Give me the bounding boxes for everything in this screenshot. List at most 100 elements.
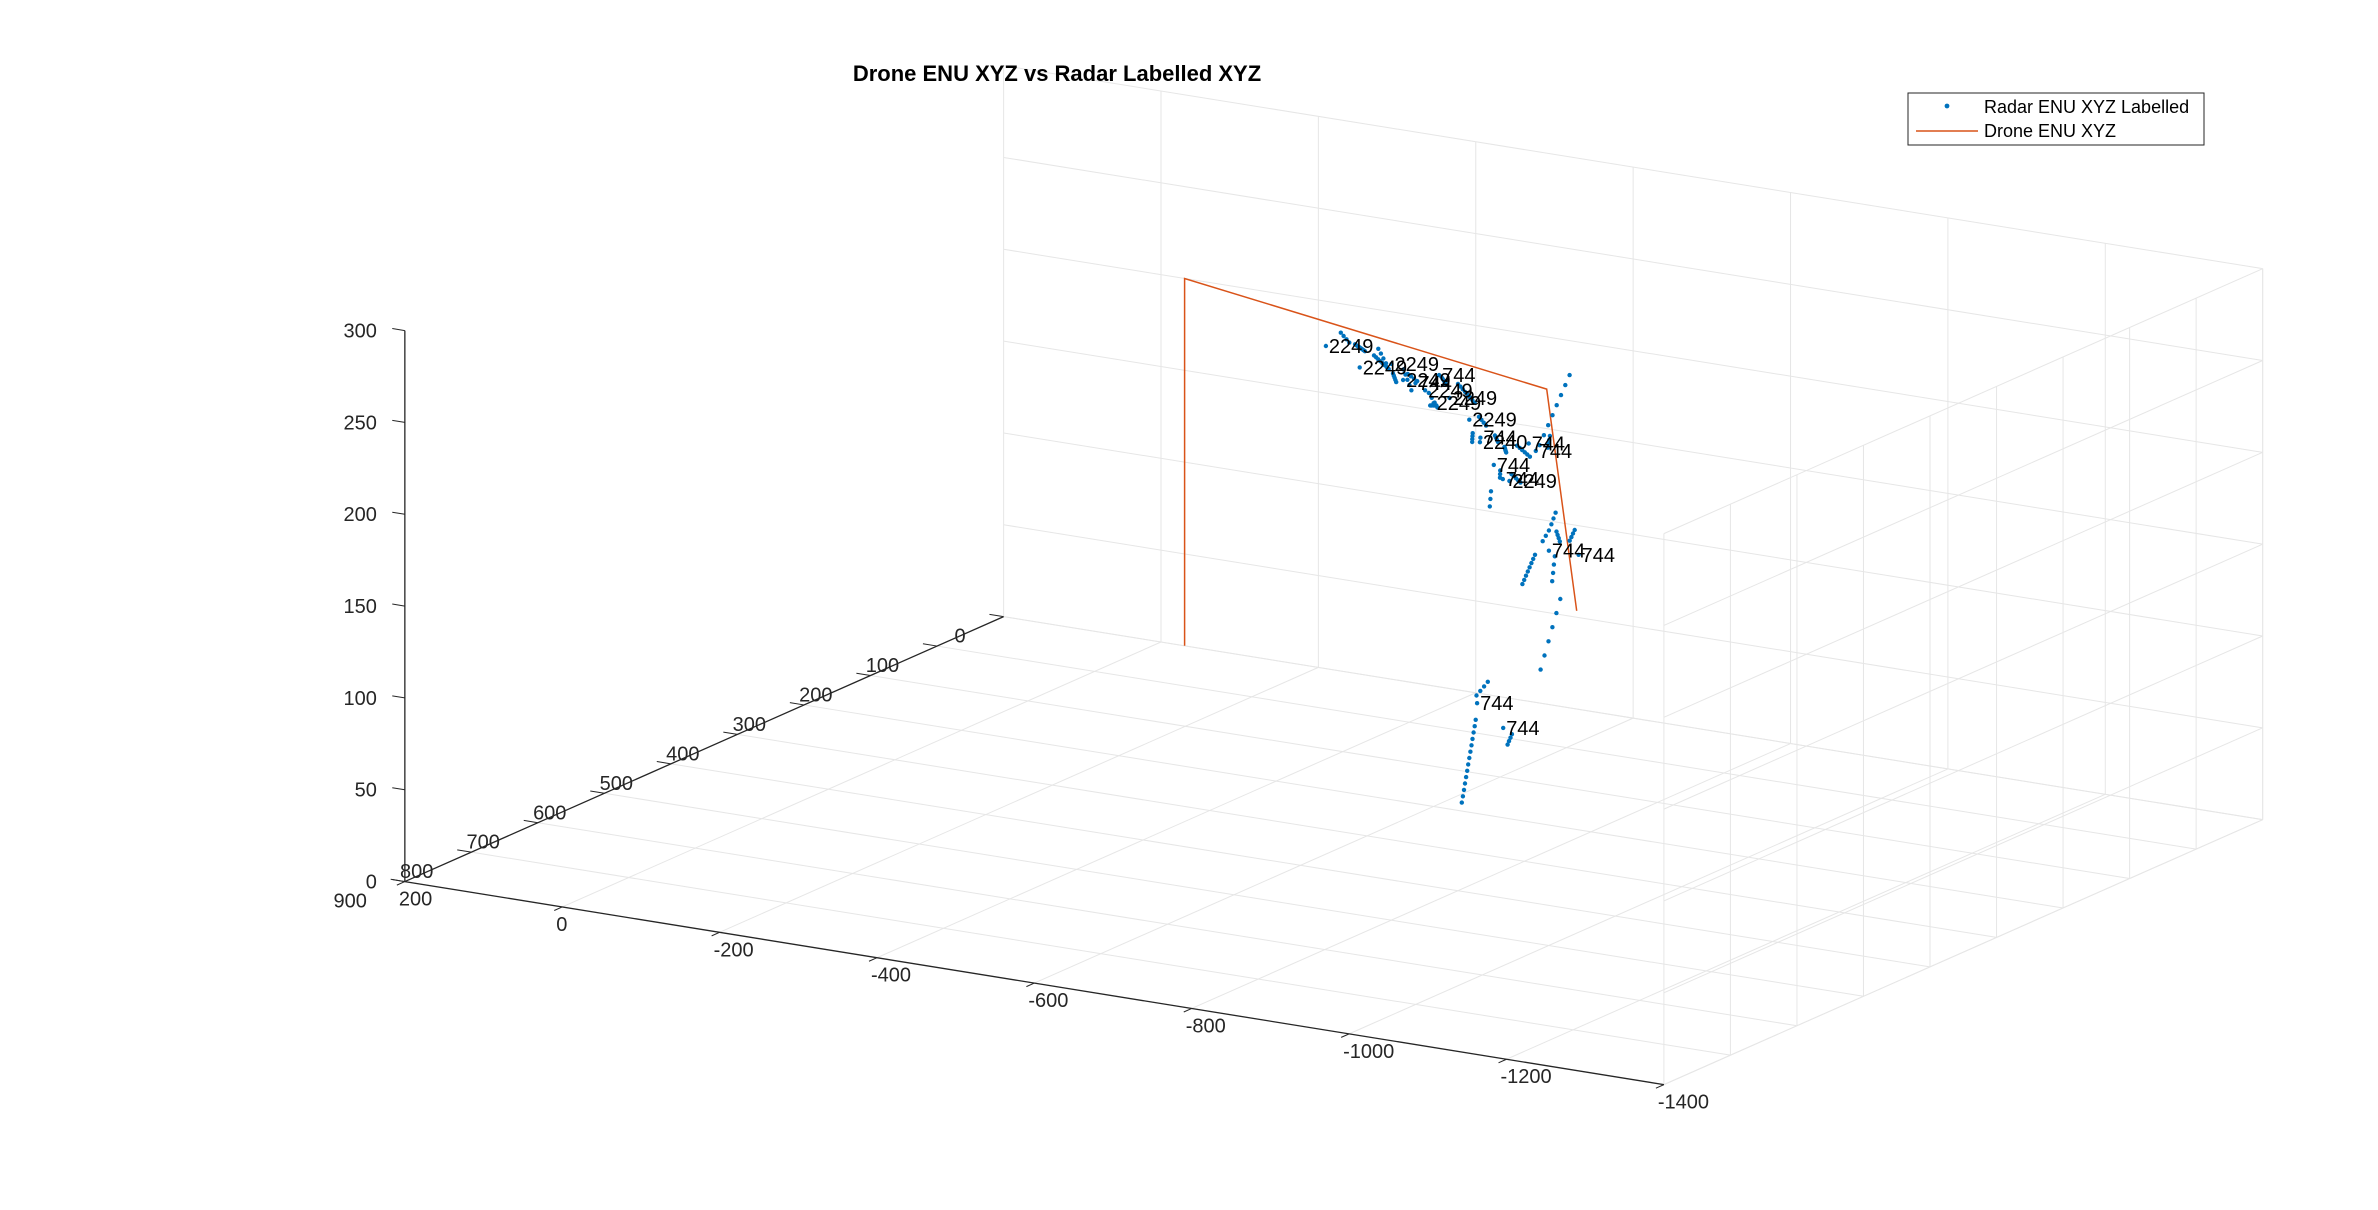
radar-point xyxy=(1483,423,1489,428)
radar-point xyxy=(1476,414,1482,419)
radar-point xyxy=(1463,774,1469,780)
grid-line xyxy=(1034,717,1634,984)
drone-path-line xyxy=(1183,277,1578,646)
radar-point xyxy=(1553,510,1558,515)
radar-point xyxy=(1378,351,1384,356)
x-tick-label: -200 xyxy=(714,939,754,961)
radar-point-label: 2249 xyxy=(1512,471,1557,493)
grid-line xyxy=(737,733,1997,938)
grid-line xyxy=(1663,635,2263,902)
z-tick-label: 100 xyxy=(343,688,376,710)
radar-point xyxy=(1549,522,1554,527)
y-tick-mark xyxy=(856,672,871,676)
radar-point xyxy=(1557,539,1563,544)
tick-labels: -1400 -1200 -1000 -800 -600 -400 -200 0 200 0 100 2… xyxy=(333,321,1709,1114)
x-tick-mark xyxy=(1655,1084,1665,1089)
radar-point-label: 744 xyxy=(1442,365,1475,387)
radar-point-label: 744 xyxy=(1506,718,1539,740)
radar-point-label: 744 xyxy=(1552,541,1585,563)
radar-point-label: 2249 xyxy=(1406,370,1451,392)
radar-point-label: 744 xyxy=(1532,434,1565,456)
radar-point xyxy=(1472,724,1477,729)
radar-point xyxy=(1407,382,1412,388)
radar-point xyxy=(1400,377,1406,383)
grid-line xyxy=(562,641,1162,908)
y-tick-label: 600 xyxy=(533,802,566,824)
y-tick-label: 200 xyxy=(799,685,832,707)
radar-point xyxy=(1478,688,1483,694)
axes xyxy=(390,328,1665,1089)
z-tick-label: 0 xyxy=(366,872,377,894)
radar-point xyxy=(1509,732,1515,737)
radar-point xyxy=(1485,679,1491,684)
radar-point xyxy=(1389,361,1394,367)
radar-point-label: 2240 xyxy=(1483,432,1528,454)
radar-point xyxy=(1572,527,1577,533)
radar-point xyxy=(1347,340,1352,345)
radar-point xyxy=(1478,435,1483,440)
radar-point xyxy=(1470,736,1475,742)
radar-point xyxy=(1502,444,1507,450)
radar-point xyxy=(1558,392,1564,398)
radar-point xyxy=(1532,552,1538,557)
radar-point xyxy=(1527,565,1532,570)
radar-point xyxy=(1525,569,1531,574)
radar-point xyxy=(1508,735,1513,740)
radar-point xyxy=(1459,800,1465,805)
legend[interactable]: Radar ENU XYZ Labelled Drone ENU XYZ xyxy=(1907,92,2205,146)
radar-point-label: 2249 xyxy=(1437,393,1482,415)
radar-point xyxy=(1411,376,1417,381)
radar-point xyxy=(1497,471,1503,477)
radar-point xyxy=(1470,431,1475,436)
z-tick-label: 50 xyxy=(355,780,377,802)
grid-line xyxy=(1003,524,2263,729)
radar-point xyxy=(1428,403,1433,408)
radar-point xyxy=(1542,653,1547,658)
y-tick-label: 300 xyxy=(733,714,766,736)
grid-line xyxy=(471,851,1731,1056)
radar-point xyxy=(1526,441,1531,446)
radar-point xyxy=(1551,562,1557,567)
radar-point xyxy=(1545,445,1551,450)
radar-point xyxy=(1551,516,1556,521)
radar-point xyxy=(1471,730,1476,735)
radar-point xyxy=(1546,528,1552,533)
radar-point xyxy=(1550,413,1555,418)
grid-lines xyxy=(404,65,2264,1086)
radar-point xyxy=(1552,554,1558,559)
x-tick-mark xyxy=(868,957,878,962)
grid-line xyxy=(1506,793,2106,1060)
x-tick-mark xyxy=(554,906,563,911)
radar-point xyxy=(1479,417,1484,422)
z-tick-mark xyxy=(392,511,405,515)
radar-point xyxy=(1541,433,1547,438)
z-tick-mark xyxy=(392,419,405,423)
radar-point xyxy=(1473,717,1478,722)
radar-point xyxy=(1462,781,1468,786)
radar-point xyxy=(1467,417,1472,422)
radar-point xyxy=(1501,725,1506,731)
y-tick-mark xyxy=(922,643,938,647)
radar-point xyxy=(1401,367,1406,372)
z-tick-label: 300 xyxy=(343,321,376,343)
grid-line xyxy=(1191,743,1791,1009)
radar-point xyxy=(1533,448,1539,454)
radar-point xyxy=(1468,749,1473,754)
x-tick-label: -400 xyxy=(871,965,911,987)
z-tick-mark xyxy=(392,695,405,699)
radar-point xyxy=(1481,684,1487,689)
grid-line xyxy=(1663,819,2263,1086)
grid-line xyxy=(1348,768,1949,1035)
x-tick-mark xyxy=(1183,1008,1192,1013)
radar-point xyxy=(1506,738,1512,744)
grid-line xyxy=(1003,616,2263,821)
z-tick-mark xyxy=(392,879,405,883)
radar-point xyxy=(1546,639,1551,644)
radar-point xyxy=(1554,529,1559,534)
radar-point xyxy=(1466,762,1471,767)
x-tick-label: 0 xyxy=(556,914,567,936)
radar-point xyxy=(1403,372,1408,377)
radar-point xyxy=(1371,353,1377,358)
grid-line xyxy=(1663,727,2263,994)
grid-line xyxy=(537,822,1798,1027)
